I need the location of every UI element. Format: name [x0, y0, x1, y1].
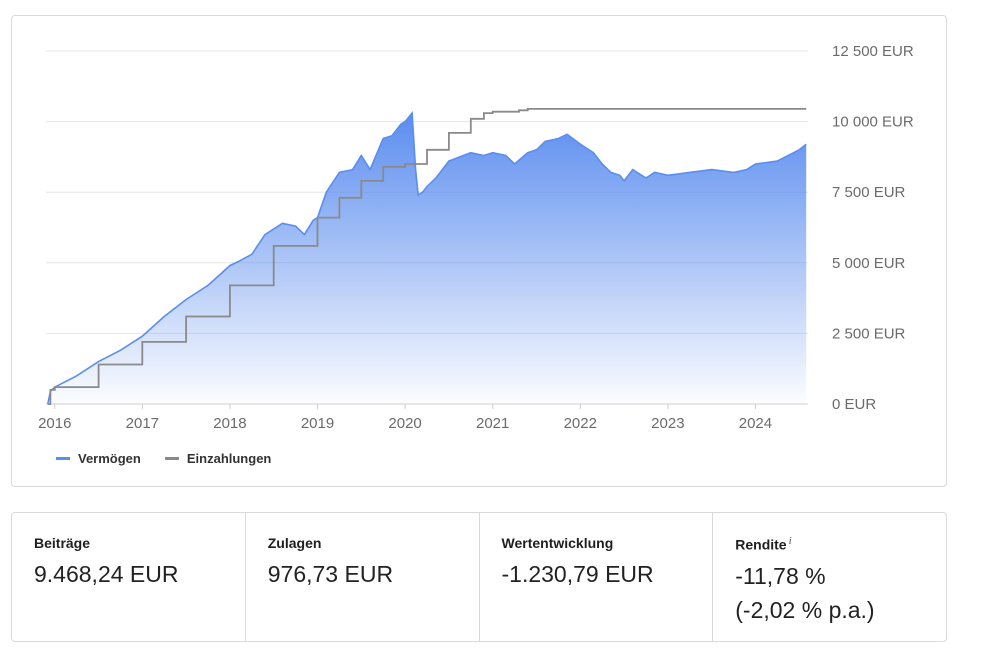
stat-value-rendite-pa: (-2,02 % p.a.): [735, 597, 875, 624]
y-tick-label: 7 500 EUR: [832, 184, 906, 201]
info-icon[interactable]: i: [788, 535, 792, 547]
legend-item-vermoegen[interactable]: Vermögen: [56, 451, 141, 466]
legend-swatch-vermoegen: [56, 457, 70, 460]
stat-rendite: Rendite i -11,78 % (-2,02 % p.a.): [713, 513, 946, 641]
legend-label-vermoegen: Vermögen: [78, 451, 141, 466]
legend-swatch-einzahlungen: [164, 457, 179, 460]
stat-value-beitraege: 9.468,24 EUR: [34, 561, 179, 587]
stat-label-wertentwicklung: Wertentwicklung: [501, 535, 614, 551]
y-tick-label: 10 000 EUR: [832, 114, 914, 131]
series-line-vermoegen: [47, 111, 807, 405]
x-tick-label: 2017: [126, 415, 159, 432]
y-tick-label: 2 500 EUR: [832, 325, 906, 342]
stat-value-rendite: -11,78 % (-2,02 % p.a.): [735, 559, 946, 628]
x-tick-label: 2020: [388, 415, 421, 432]
legend-label-einzahlungen: Einzahlungen: [186, 451, 272, 466]
x-tick-label: 2019: [301, 415, 334, 432]
legend-item-einzahlungen[interactable]: Einzahlungen: [164, 451, 272, 466]
stat-value-wertentwicklung: -1.230,79 EUR: [501, 561, 654, 587]
x-tick-label: 2016: [38, 415, 71, 432]
stat-value-zulagen: 976,73 EUR: [267, 561, 394, 587]
series-area-vermoegen: [47, 113, 807, 404]
stat-label-rendite-row: Rendite i: [735, 535, 946, 553]
x-tick-label: 2021: [476, 415, 509, 432]
y-tick-label: 5 000 EUR: [832, 255, 906, 272]
y-tick-label: 0 EUR: [832, 396, 876, 413]
chart-card: 0 EUR 2 500 EUR 5 000 EUR 7 500 EUR 10 000 E…: [11, 15, 947, 487]
x-tick-label: 2024: [739, 415, 772, 432]
stat-value-rendite-total: -11,78 %: [735, 562, 826, 589]
stats-panel: Beiträge 9.468,24 EUR Zulagen 976,73 EUR…: [11, 512, 947, 642]
series-line-einzahlungen: [47, 108, 807, 405]
x-tick-label: 2018: [213, 415, 246, 432]
y-tick-label: 12 500 EUR: [832, 43, 914, 60]
stat-zulagen: Zulagen 976,73 EUR: [246, 513, 480, 641]
stat-label-zulagen: Zulagen: [267, 535, 322, 551]
chart-plot: 0 EUR 2 500 EUR 5 000 EUR 7 500 EUR 10 000 E…: [38, 43, 914, 432]
stat-beitraege: Beiträge 9.468,24 EUR: [12, 513, 246, 641]
x-tick-label: 2023: [651, 415, 684, 432]
stat-wertentwicklung: Wertentwicklung -1.230,79 EUR: [480, 513, 714, 641]
x-tick-label: 2022: [564, 415, 597, 432]
stat-label-beitraege: Beiträge: [34, 535, 91, 551]
chart-legend: Vermögen Einzahlungen: [56, 451, 271, 466]
stat-label-rendite: Rendite: [735, 536, 787, 553]
